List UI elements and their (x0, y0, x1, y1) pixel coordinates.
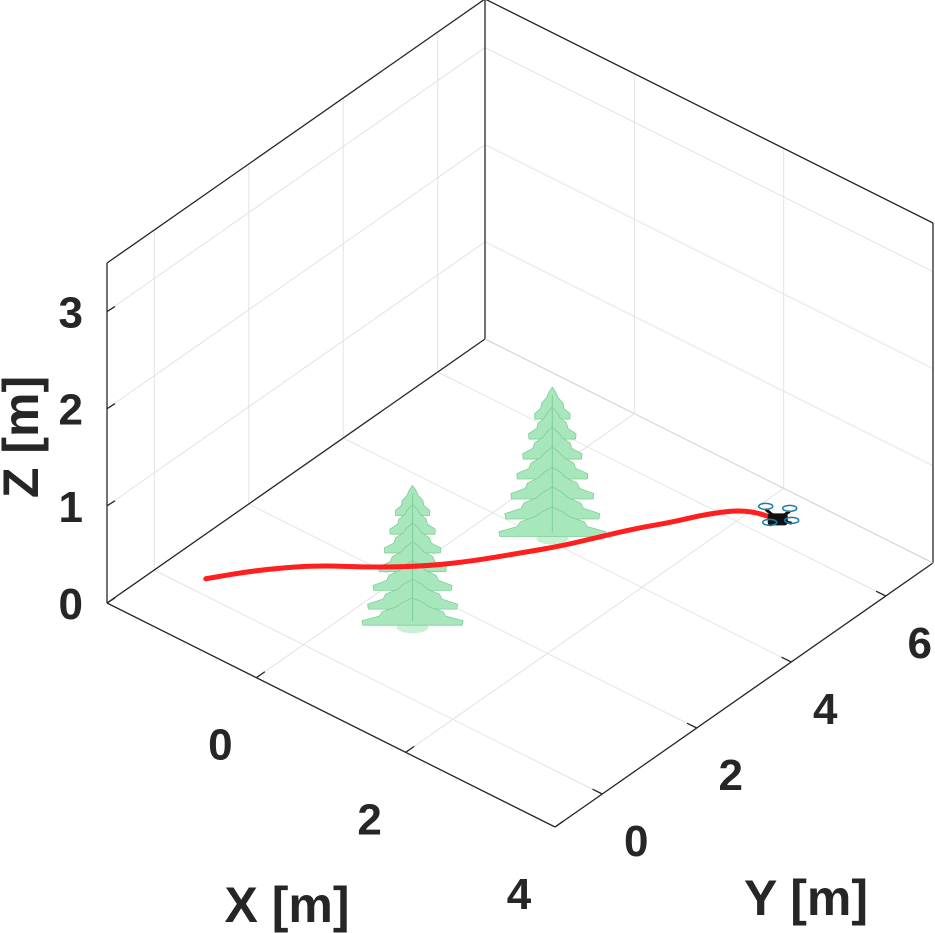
x-tick-label: 0 (208, 721, 232, 770)
axes-edge (106, 0, 485, 264)
quadrotor-object (757, 502, 800, 527)
x-axis-label: X [m] (225, 877, 350, 933)
gridline-floor-y (154, 569, 603, 795)
x-tick-label: 4 (507, 870, 532, 919)
y-tick-label: 2 (719, 751, 743, 800)
z-tick-mark (106, 500, 116, 507)
gridline-wall-z (484, 144, 934, 370)
z-tick-label: 2 (59, 386, 83, 435)
z-axis-label: Z [m] (0, 376, 49, 498)
y-tick-mark (686, 722, 698, 729)
y-tick-label: 0 (624, 817, 648, 866)
gridline-wall-z (484, 47, 934, 273)
drone-layer (757, 502, 800, 527)
y-tick-label: 6 (908, 619, 932, 668)
x-tick-label: 2 (357, 795, 381, 844)
drone-rotor (761, 518, 778, 527)
gridline-wall-z (106, 47, 486, 312)
gridline-floor-y (437, 371, 886, 597)
drone-rotor (783, 516, 800, 525)
axes-box (106, 0, 934, 828)
tick-labels: 0 2 4 0 2 4 6 0 1 2 3 (59, 289, 932, 919)
tree-object (361, 484, 464, 634)
x-tick-mark (405, 745, 415, 753)
gridline-floor-x (405, 487, 784, 753)
z-tick-mark (106, 597, 116, 604)
drone-arm (768, 518, 779, 527)
z-tick-mark (106, 403, 116, 410)
gridline-wall-z (106, 144, 486, 410)
axes-edge (106, 602, 556, 828)
x-tick-mark (554, 820, 564, 828)
gridline-floor-y (248, 503, 697, 729)
tick-marks (106, 306, 887, 828)
trajectory-series (203, 508, 781, 582)
scene-objects (361, 386, 607, 634)
z-tick-label: 0 (59, 580, 83, 629)
trajectory-line (203, 508, 781, 582)
z-tick-label: 1 (59, 483, 83, 532)
gridline-wall-z (106, 241, 486, 507)
axes-edge (106, 338, 486, 604)
y-tick-mark (781, 656, 792, 663)
gridline-wall-z (484, 241, 934, 467)
drone-rotor (781, 504, 798, 513)
z-tick-label: 3 (59, 289, 83, 338)
drone-rotor (757, 502, 774, 511)
axes-edge (554, 562, 934, 828)
gridline-floor-y (343, 437, 792, 663)
tree-object (498, 386, 607, 545)
grid (106, 32, 934, 828)
y-axis-label: Y [m] (744, 870, 868, 926)
x-tick-mark (255, 671, 266, 679)
y-tick-mark (875, 590, 887, 597)
floor-back-edge (484, 338, 934, 564)
axes-edge (485, 0, 934, 224)
drone-arm (776, 510, 791, 521)
z-tick-mark (106, 306, 116, 313)
drone-arm (764, 508, 779, 521)
y-tick-label: 4 (813, 685, 838, 734)
y-tick-mark (592, 788, 603, 795)
